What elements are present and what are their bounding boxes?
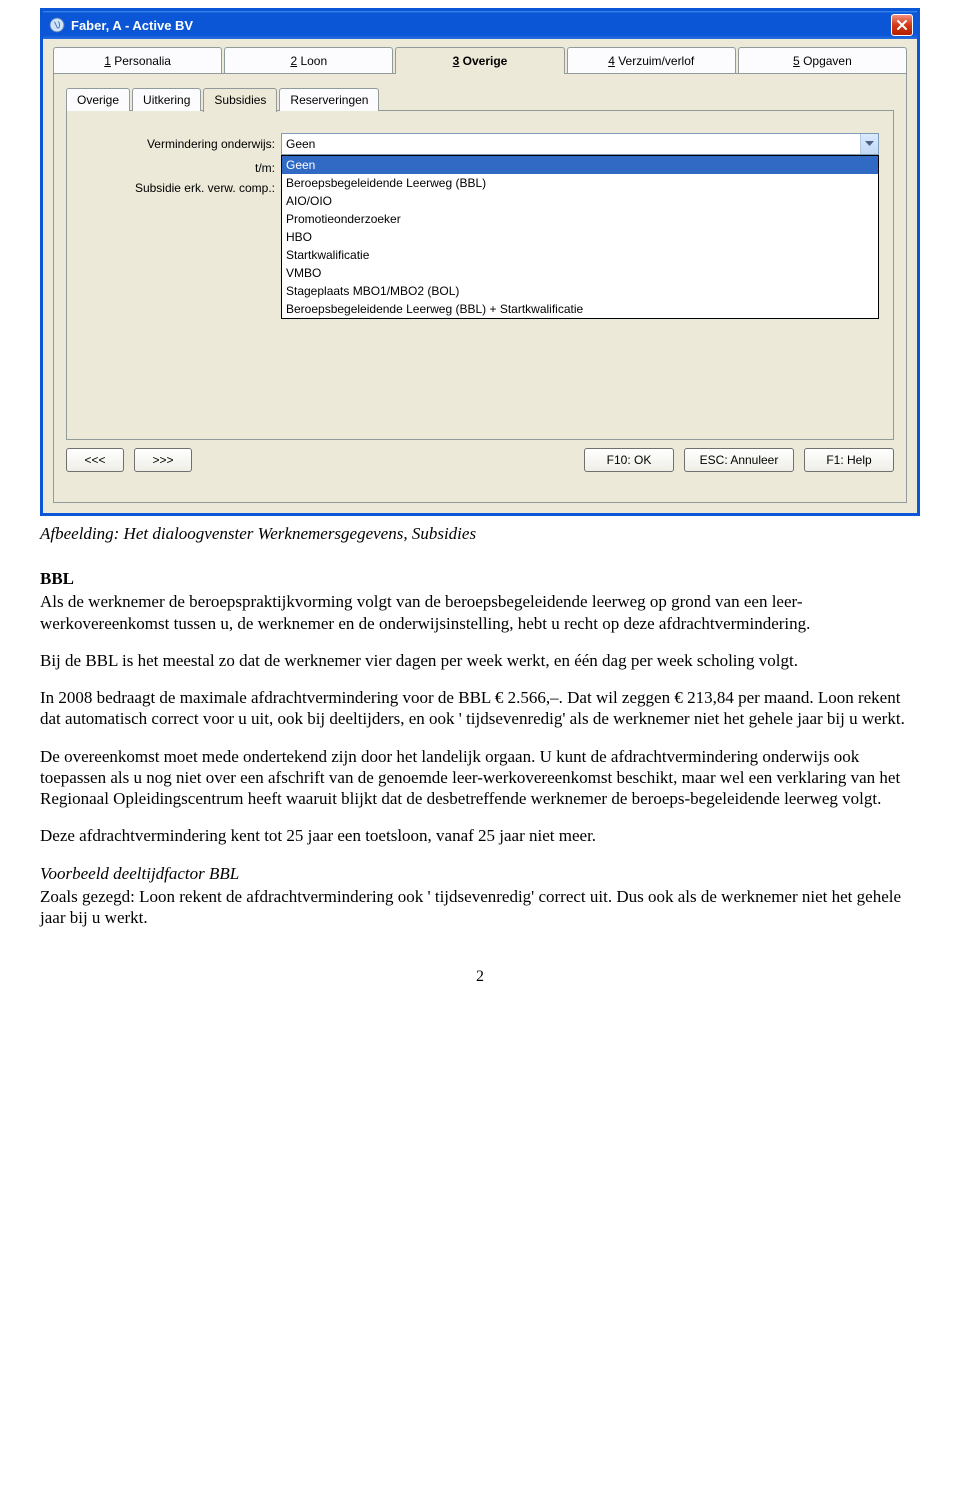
close-button[interactable] bbox=[891, 14, 913, 36]
dialog-body: 1 Personalia2 Loon3 Overige4 Verzuim/ver… bbox=[43, 39, 917, 513]
main-tabs-panel: OverigeUitkeringSubsidiesReserveringen V… bbox=[53, 73, 907, 503]
help-button[interactable]: F1: Help bbox=[804, 448, 894, 472]
label-vermindering: Vermindering onderwijs: bbox=[81, 137, 281, 151]
label-subsidie: Subsidie erk. verw. comp.: bbox=[81, 181, 281, 195]
combo-vermindering[interactable]: Geen GeenBeroepsbegeleidende Leerweg (BB… bbox=[281, 133, 879, 155]
prev-button[interactable]: <<< bbox=[66, 448, 124, 472]
row-vermindering: Vermindering onderwijs: Geen GeenBeroeps… bbox=[81, 133, 879, 155]
label-tm: t/m: bbox=[81, 161, 281, 175]
paragraph: Als de werknemer de beroepspraktijkvormi… bbox=[40, 591, 920, 634]
subheading-vb: Voorbeeld deeltijdfactor BBL bbox=[40, 863, 920, 884]
tab-personalia[interactable]: 1 Personalia bbox=[53, 47, 222, 74]
dropdown-list[interactable]: GeenBeroepsbegeleidende Leerweg (BBL)AIO… bbox=[281, 155, 879, 319]
subtab-overige[interactable]: Overige bbox=[66, 88, 130, 111]
dialog-footer: <<< >>> F10: OK ESC: Annuleer F1: Help bbox=[66, 448, 894, 472]
figure-caption: Afbeelding: Het dialoogvenster Werknemer… bbox=[40, 524, 920, 544]
tab-loon[interactable]: 2 Loon bbox=[224, 47, 393, 74]
dropdown-option[interactable]: HBO bbox=[282, 228, 878, 246]
document-body: BBL Als de werknemer de beroepspraktijkv… bbox=[40, 568, 920, 928]
dropdown-option[interactable]: Startkwalificatie bbox=[282, 246, 878, 264]
dropdown-option[interactable]: Promotieonderzoeker bbox=[282, 210, 878, 228]
sub-tabs: OverigeUitkeringSubsidiesReserveringen bbox=[66, 88, 894, 111]
dropdown-option[interactable]: Stageplaats MBO1/MBO2 (BOL) bbox=[282, 282, 878, 300]
paragraph: Bij de BBL is het meestal zo dat de werk… bbox=[40, 650, 920, 671]
sub-panel: Vermindering onderwijs: Geen GeenBeroeps… bbox=[66, 110, 894, 440]
page-number: 2 bbox=[40, 968, 920, 986]
tab-overige[interactable]: 3 Overige bbox=[395, 47, 564, 74]
subtab-subsidies[interactable]: Subsidies bbox=[203, 88, 277, 112]
ok-button[interactable]: F10: OK bbox=[584, 448, 674, 472]
next-button[interactable]: >>> bbox=[134, 448, 192, 472]
cancel-button[interactable]: ESC: Annuleer bbox=[684, 448, 794, 472]
window-title: Faber, A - Active BV bbox=[71, 18, 885, 33]
tab-opgaven[interactable]: 5 Opgaven bbox=[738, 47, 907, 74]
paragraph: Zoals gezegd: Loon rekent de afdrachtver… bbox=[40, 886, 920, 929]
dropdown-option[interactable]: Beroepsbegeleidende Leerweg (BBL) + Star… bbox=[282, 300, 878, 318]
subtab-uitkering[interactable]: Uitkering bbox=[132, 88, 201, 111]
paragraph: De overeenkomst moet mede ondertekend zi… bbox=[40, 746, 920, 810]
heading-bbl: BBL bbox=[40, 568, 920, 589]
paragraph: In 2008 bedraagt de maximale afdrachtver… bbox=[40, 687, 920, 730]
dropdown-option[interactable]: VMBO bbox=[282, 264, 878, 282]
main-tabs: 1 Personalia2 Loon3 Overige4 Verzuim/ver… bbox=[53, 47, 907, 74]
dropdown-option[interactable]: Beroepsbegeleidende Leerweg (BBL) bbox=[282, 174, 878, 192]
titlebar[interactable]: Faber, A - Active BV bbox=[43, 11, 917, 39]
subtab-reserveringen[interactable]: Reserveringen bbox=[279, 88, 379, 111]
dialog-window: Faber, A - Active BV 1 Personalia2 Loon3… bbox=[40, 8, 920, 516]
combo-value: Geen bbox=[282, 134, 860, 154]
chevron-down-icon[interactable] bbox=[860, 134, 878, 154]
dropdown-option[interactable]: Geen bbox=[282, 156, 878, 174]
tab-verzuim-verlof[interactable]: 4 Verzuim/verlof bbox=[567, 47, 736, 74]
paragraph: Deze afdrachtvermindering kent tot 25 ja… bbox=[40, 825, 920, 846]
dropdown-option[interactable]: AIO/OIO bbox=[282, 192, 878, 210]
app-icon bbox=[49, 17, 65, 33]
